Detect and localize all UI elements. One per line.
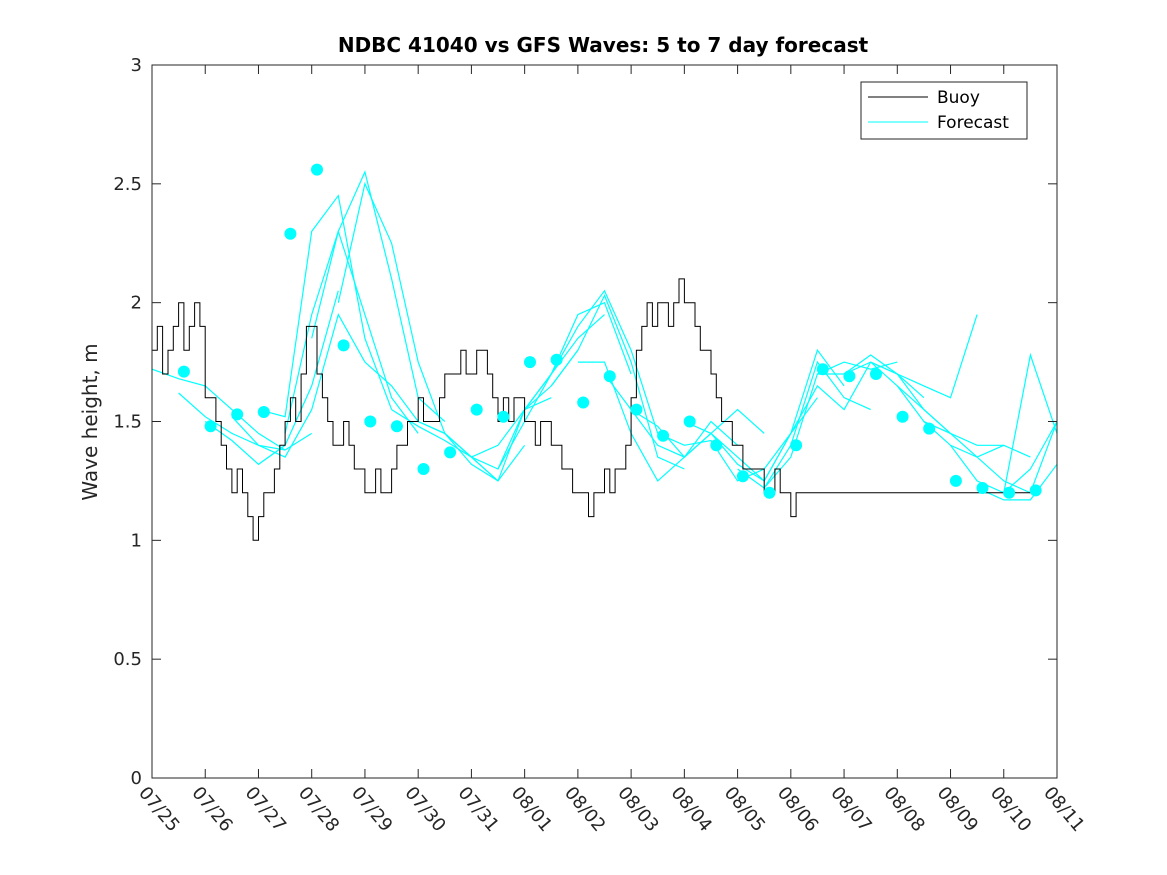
- forecast-run-line: [896, 385, 1031, 458]
- series-layer: [151, 163, 1058, 541]
- forecast-run-line: [311, 170, 446, 422]
- forecast-point: [683, 415, 696, 428]
- legend-box: [860, 81, 1028, 140]
- forecast-run-line: [843, 314, 978, 399]
- forecast-point: [630, 403, 643, 416]
- forecast-point: [177, 365, 190, 378]
- legend: Buoy Forecast: [860, 81, 1028, 140]
- y-tick-label: 2.5: [113, 174, 142, 195]
- forecast-point: [1029, 484, 1042, 497]
- forecast-run-line: [604, 373, 739, 458]
- forecast-point: [231, 408, 244, 421]
- forecast-run-line: [284, 229, 419, 434]
- forecast-run-line: [258, 194, 393, 418]
- forecast-point: [204, 420, 217, 433]
- forecast-run-line: [231, 313, 366, 458]
- forecast-point: [790, 439, 803, 452]
- forecast-point: [896, 410, 909, 423]
- forecast-point: [497, 410, 510, 423]
- forecast-run-line: [630, 408, 765, 458]
- forecast-point: [444, 446, 457, 459]
- forecast-run-line: [763, 361, 898, 489]
- forecast-run-line: [524, 289, 659, 434]
- forecast-point: [736, 470, 749, 483]
- forecast-run-line: [204, 290, 339, 466]
- buoy-line: [152, 278, 1031, 541]
- forecast-point: [550, 353, 563, 366]
- forecast-run-line: [976, 463, 1058, 501]
- forecast-point: [657, 429, 670, 442]
- forecast-run-line: [497, 301, 632, 470]
- y-tick-label: 3: [131, 55, 142, 76]
- forecast-point: [763, 486, 776, 499]
- forecast-point: [710, 439, 723, 452]
- y-tick-label: 0: [131, 768, 142, 789]
- forecast-run-line: [417, 397, 552, 458]
- y-tick-label: 1: [131, 530, 142, 551]
- legend-label-buoy: Buoy: [937, 88, 980, 108]
- forecast-point: [577, 396, 590, 409]
- y-axis-label: Wave height, m: [78, 343, 102, 500]
- y-tick-label: 2: [131, 293, 142, 314]
- forecast-run-line: [923, 421, 1058, 494]
- forecast-run-line: [870, 361, 1004, 446]
- forecast-point: [816, 363, 829, 376]
- forecast-point: [949, 474, 962, 487]
- chart-title: NDBC 41040 vs GFS Waves: 5 to 7 day fore…: [338, 33, 869, 57]
- y-tick-label: 1.5: [113, 412, 142, 433]
- forecast-point: [870, 368, 882, 380]
- y-tick-label: 0.5: [113, 649, 142, 670]
- forecast-run-line: [710, 348, 845, 482]
- forecast-run-line: [178, 392, 313, 451]
- forecast-point: [417, 463, 430, 475]
- forecast-run-line: [151, 368, 286, 451]
- forecast-run-line: [790, 361, 925, 434]
- forecast-point: [311, 163, 323, 176]
- forecast-point: [603, 370, 616, 383]
- forecast-point: [1003, 486, 1016, 499]
- forecast-point: [364, 415, 377, 428]
- forecast-point: [337, 339, 350, 352]
- forecast-point: [843, 370, 856, 383]
- forecast-run-line: [1003, 421, 1058, 494]
- forecast-point: [390, 420, 403, 433]
- legend-label-forecast: Forecast: [937, 113, 1009, 133]
- forecast-run-line: [657, 432, 792, 482]
- forecast-point: [470, 403, 483, 416]
- forecast-point: [284, 227, 297, 240]
- forecast-point: [923, 422, 936, 435]
- forecast-run-line: [550, 294, 685, 470]
- forecast-point: [524, 356, 536, 369]
- forecast-point: [976, 482, 989, 494]
- forecast-run-line: [737, 360, 871, 489]
- forecast-point: [257, 406, 270, 418]
